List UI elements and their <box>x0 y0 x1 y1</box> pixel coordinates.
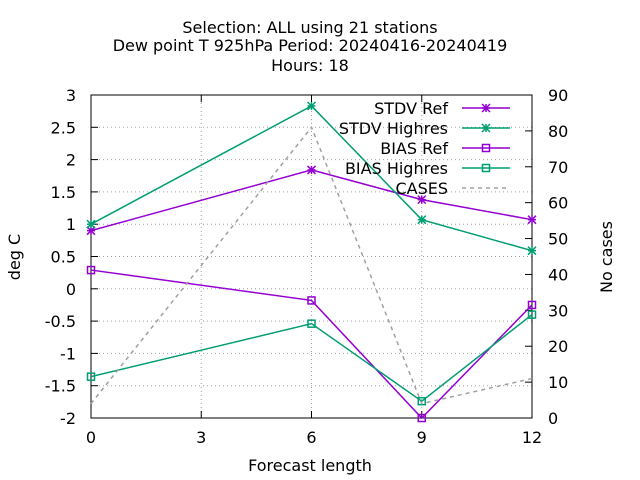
y2-axis-label: No cases <box>597 221 616 293</box>
x-tick-label: 6 <box>306 428 316 447</box>
data-point <box>417 215 427 225</box>
y2-tick-label: 50 <box>548 230 568 249</box>
y-tick-label: -1.5 <box>45 377 76 396</box>
legend-marker <box>481 163 491 173</box>
x-tick-label: 12 <box>522 428 542 447</box>
y2-tick-label: 10 <box>548 373 568 392</box>
data-point <box>527 215 537 225</box>
y2-tick-label: 40 <box>548 265 568 284</box>
data-point <box>306 165 317 175</box>
y2-tick-label: 0 <box>548 409 558 428</box>
data-point <box>307 319 316 328</box>
x-axis-label: Forecast length <box>248 456 372 475</box>
legend-label: CASES <box>395 179 448 198</box>
y-tick-label: 0 <box>66 280 76 299</box>
y-tick-label: 1.5 <box>51 183 76 202</box>
y2-tick-label: 20 <box>548 337 568 356</box>
legend-label: STDV Highres <box>339 119 448 138</box>
data-point <box>86 219 96 229</box>
title-line-1: Selection: ALL using 21 stations <box>182 18 437 37</box>
data-point <box>86 372 96 381</box>
x-tick-label: 0 <box>86 428 96 447</box>
series-stdv-highres <box>86 101 537 256</box>
series-stdv-ref <box>86 165 537 236</box>
series-line <box>90 314 533 403</box>
title-line-2: Dew point T 925hPa Period: 20240416-2024… <box>113 36 508 55</box>
data-point <box>417 413 426 423</box>
series-line <box>90 269 533 420</box>
y2-tick-label: 90 <box>548 86 568 105</box>
y2-tick-label: 80 <box>548 122 568 141</box>
data-point <box>527 310 537 319</box>
series-line <box>90 125 533 405</box>
y-tick-label: 0.5 <box>51 248 76 267</box>
series-line <box>90 105 533 252</box>
legend-item: BIAS Ref <box>380 139 510 158</box>
data-point <box>86 265 96 275</box>
y-tick-label: -0.5 <box>45 312 76 331</box>
data-point <box>417 396 426 406</box>
legend-label: STDV Ref <box>374 99 448 118</box>
series-cases <box>90 125 533 405</box>
y2-tick-label: 70 <box>548 158 568 177</box>
data-point <box>306 101 317 111</box>
y-tick-label: -2 <box>60 409 76 428</box>
y2-tick-label: 30 <box>548 301 568 320</box>
y2-tick-label: 60 <box>548 194 568 213</box>
legend-marker <box>481 143 491 153</box>
x-tick-label: 3 <box>196 428 206 447</box>
series-bias-highres <box>86 310 537 406</box>
axis-ticks: -2-1.5-1-0.500.511.522.53010203040506070… <box>45 86 569 447</box>
legend-label: BIAS Ref <box>380 139 448 158</box>
title-line-3: Hours: 18 <box>271 56 349 75</box>
legend-item: BIAS Highres <box>345 159 510 178</box>
legend-label: BIAS Highres <box>345 159 448 178</box>
series-line <box>90 169 533 232</box>
y-tick-label: 2 <box>66 151 76 170</box>
data-point <box>527 300 537 310</box>
legend-marker <box>481 123 491 133</box>
y-tick-label: 1 <box>66 215 76 234</box>
y-tick-label: 3 <box>66 86 76 105</box>
legend-marker <box>481 103 491 113</box>
data-point <box>527 246 537 256</box>
y-tick-label: 2.5 <box>51 118 76 137</box>
legend-item: STDV Ref <box>374 99 510 118</box>
y-axis-label: deg C <box>5 234 24 280</box>
series-bias-ref <box>86 265 537 423</box>
y-tick-label: -1 <box>60 344 76 363</box>
x-tick-label: 9 <box>417 428 427 447</box>
legend-item: CASES <box>395 179 510 198</box>
series <box>86 101 537 423</box>
legend-item: STDV Highres <box>339 119 510 138</box>
data-point <box>307 296 316 305</box>
grid <box>91 95 532 418</box>
data-point <box>417 195 427 205</box>
